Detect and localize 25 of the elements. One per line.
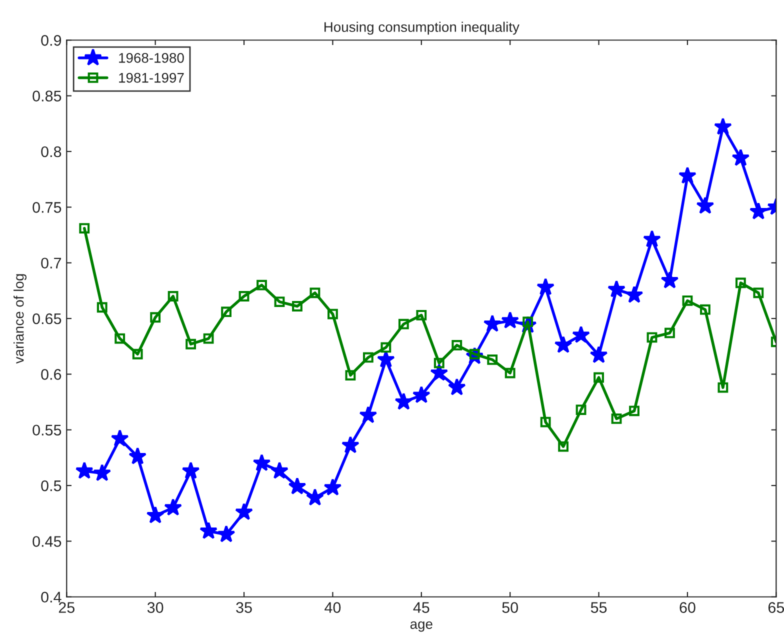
x-tick-label: 35 xyxy=(236,602,252,613)
y-axis-title: variance of log xyxy=(14,274,26,364)
y-tick-label: 0.5 xyxy=(41,480,62,492)
x-tick-label: 65 xyxy=(768,602,784,613)
legend-label: 1981-1997 xyxy=(119,72,184,83)
legend-label: 1968-1980 xyxy=(119,53,184,63)
x-axis-title: age xyxy=(410,621,432,632)
y-tick-label: 0.65 xyxy=(32,313,62,324)
x-tick-label: 45 xyxy=(413,602,430,613)
y-tick-label: 0.55 xyxy=(32,424,62,436)
x-tick-label: 40 xyxy=(324,602,341,613)
y-tick-label: 0.6 xyxy=(41,369,62,380)
x-tick-label: 55 xyxy=(590,602,607,613)
x-tick-label: 50 xyxy=(502,602,518,613)
y-tick-label: 0.8 xyxy=(41,146,62,158)
y-tick-label: 0.75 xyxy=(32,202,62,213)
y-tick-label: 0.45 xyxy=(32,536,62,547)
x-tick-label: 25 xyxy=(58,602,74,613)
x-tick-label: 60 xyxy=(680,602,696,613)
y-tick-label: 0.9 xyxy=(41,35,62,46)
x-tick-label: 30 xyxy=(147,602,164,613)
y-tick-label: 0.85 xyxy=(32,90,62,102)
y-tick-label: 0.7 xyxy=(41,258,62,269)
y-tick-label: 0.4 xyxy=(41,592,62,603)
chart-title: Housing consumption inequality xyxy=(324,22,520,35)
